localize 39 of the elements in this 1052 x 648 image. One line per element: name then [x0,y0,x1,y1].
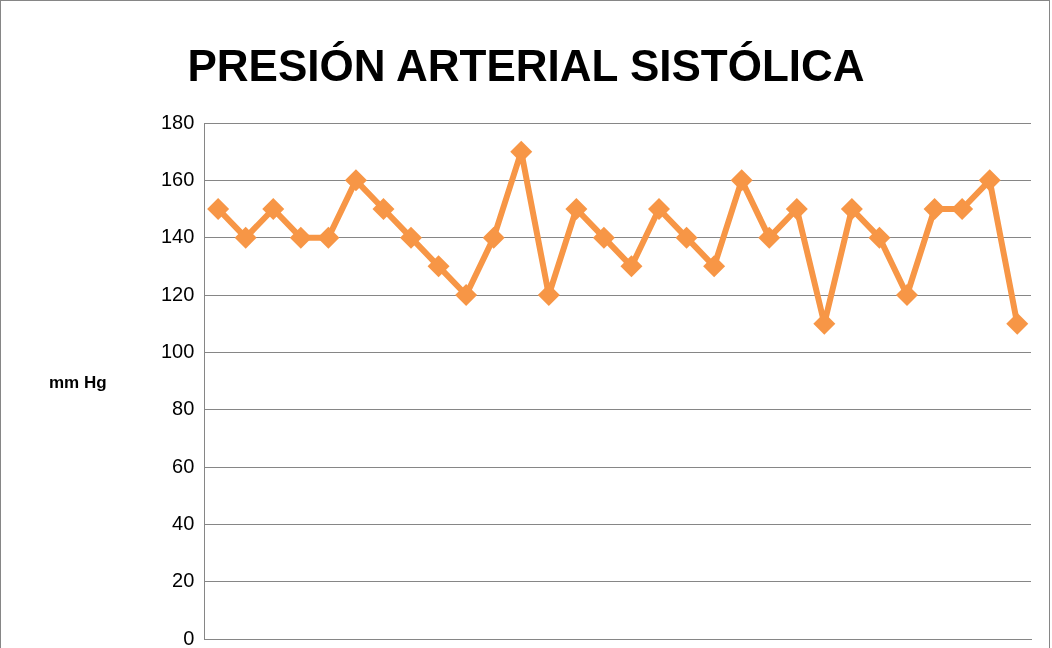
point [620,255,643,278]
point [896,284,919,306]
point [648,198,671,220]
y-tick-label: 140 [160,225,195,248]
y-tick-label: 160 [160,167,195,190]
y-tick-label: 60 [172,454,195,477]
y-tick-label: 180 [160,110,195,133]
y-axis-title: mm Hg [49,373,107,393]
point [675,226,698,249]
point [344,169,367,192]
point [262,198,285,220]
chart-title: PRESIÓN ARTERIAL SISTÓLICA [186,41,866,91]
y-tick-label: 20 [172,569,195,592]
point [840,198,863,220]
y-tick-label: 40 [172,511,195,534]
point [482,226,505,249]
y-tick-label: 0 [183,626,195,648]
point [703,255,726,278]
point [455,284,478,306]
point [207,198,230,220]
point [317,226,340,249]
point [923,198,946,220]
point [234,226,257,249]
point [427,255,450,278]
point [951,198,974,220]
point [1006,312,1029,335]
point [978,169,1001,192]
point [289,226,312,249]
point [785,198,808,220]
point [730,169,753,192]
point [372,198,395,220]
point [400,226,423,249]
point [758,226,781,249]
y-tick-label: 120 [160,282,195,305]
point [592,226,615,249]
y-tick-label: 100 [160,339,195,362]
y-tick-label: 80 [172,397,195,420]
point [868,226,891,249]
point [565,198,588,220]
